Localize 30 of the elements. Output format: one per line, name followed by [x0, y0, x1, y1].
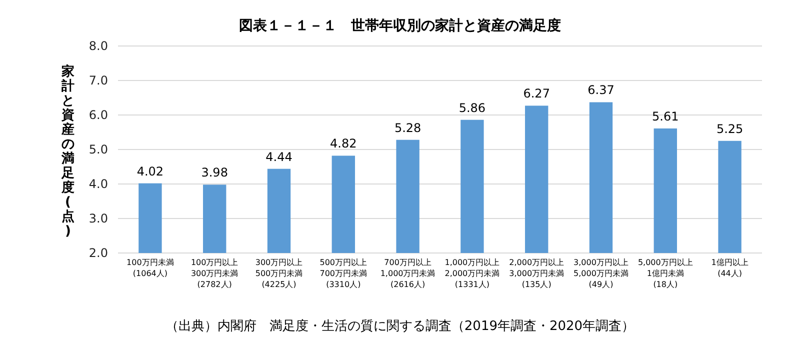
- x-tick-label: 300万円以上 500万円未満 (4225人): [255, 258, 303, 289]
- data-label: 3.98: [201, 166, 228, 180]
- x-tick-label: 2,000万円以上 3,000万円未満 (135人): [509, 258, 564, 289]
- data-label: 4.44: [266, 150, 292, 164]
- y-tick-label: 6.0: [88, 108, 108, 122]
- x-tick-label: 5,000万円以上 1億円未満 (18人): [638, 258, 693, 289]
- data-label: 5.25: [716, 122, 744, 136]
- chart-title: 図表１－１－１ 世帯年収別の家計と資産の満足度: [239, 17, 561, 34]
- data-label: 4.82: [330, 136, 357, 151]
- text: （出典）内閣府 満足度・生活の質に関する調査（2019年調査・2020年調査）: [165, 318, 635, 334]
- data-label: 5.61: [652, 109, 679, 124]
- text: 家計と資産の満足度(点): [62, 64, 74, 239]
- y-tick-label: 8.0: [88, 39, 108, 53]
- data-label: 6.37: [588, 83, 614, 98]
- data-label: 5.86: [458, 100, 486, 115]
- x-tick-label: 100万円未満 (1064人): [126, 258, 174, 278]
- x-tick-label: 1億円以上 (44人): [711, 258, 748, 278]
- x-tick-label: 700万円以上 1,000万円未満 (2616人): [380, 258, 436, 289]
- x-tick-label: 100万円以上 300万円未満 (2782人): [190, 258, 238, 289]
- y-tick-label: 3.0: [88, 212, 108, 226]
- x-tick-label: 3,000万円以上 5,000万円未満 (49人): [574, 258, 628, 289]
- y-tick-label: 7.0: [88, 74, 108, 88]
- data-label: 5.28: [394, 120, 422, 135]
- data-label: 6.27: [523, 86, 550, 101]
- data-label: 4.02: [136, 164, 164, 178]
- y-tick-label: 5.0: [88, 142, 108, 156]
- x-tick-label: 1,000万円以上 2,000万円未満 (1331人): [444, 258, 500, 289]
- y-tick-label: 2.0: [88, 246, 108, 260]
- x-tick-label: 500万円以上 700万円未満 (3310人): [320, 258, 368, 289]
- y-tick-label: 4.0: [88, 177, 108, 191]
